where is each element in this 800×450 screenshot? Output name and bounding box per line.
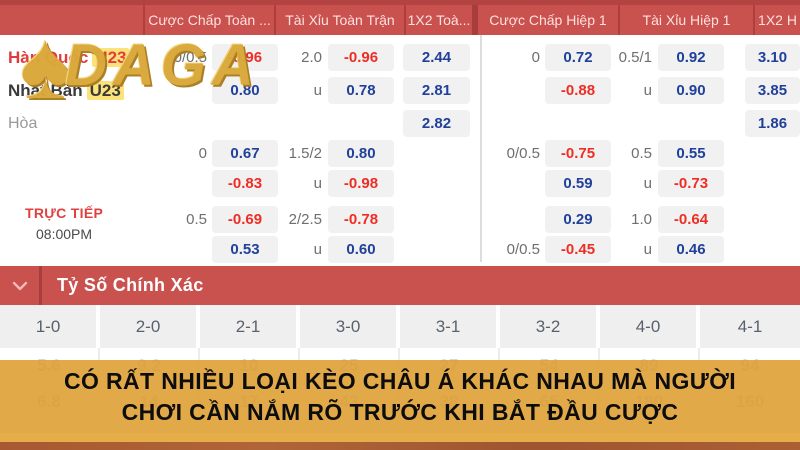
score-column: 3-1 (400, 305, 500, 348)
banner-bottom-strip (0, 433, 800, 442)
section-divider (480, 35, 482, 262)
odds-cell[interactable]: 0.72 (545, 44, 611, 71)
score-column: 2-1 (200, 305, 300, 348)
correct-score-section-bar[interactable]: Tỷ Số Chính Xác (0, 266, 800, 305)
header-1x2-firsthalf: 1X2 H (758, 12, 797, 28)
odds-cell[interactable]: 0.67 (212, 140, 278, 167)
away-team-name: Nhật Bản (8, 81, 83, 100)
score-columns-header: 1-0 2-0 2-1 3-0 3-1 3-2 4-0 4-1 (0, 305, 800, 348)
handicap-value: 1.5/2 (288, 145, 322, 162)
header-overunder-firsthalf: Tài Xỉu Hiệp 1 (620, 5, 755, 35)
header-overunder-fulltime: Tài Xỉu Toàn Trận (276, 5, 406, 35)
odds-cell[interactable]: -0.73 (658, 170, 724, 197)
handicap-value: 0 (531, 49, 540, 66)
live-badge: TRỰC TIẾP (25, 205, 104, 221)
odds-cell[interactable]: 0.60 (328, 236, 394, 263)
handicap-value: u (313, 241, 322, 258)
handicap-value: 0/0.5 (506, 145, 540, 162)
odds-cell[interactable]: -0.88 (545, 77, 611, 104)
handicap-value: 2.0 (301, 49, 322, 66)
odds-cell[interactable]: -0.83 (212, 170, 278, 197)
score-column: 3-2 (500, 305, 600, 348)
score-column: 1-0 (0, 305, 100, 348)
score-column: 2-0 (100, 305, 200, 348)
away-team-age-tag: U23 (86, 81, 124, 100)
away-team-label: Nhật Bản U23 (8, 77, 124, 104)
odds-cell[interactable]: -0.98 (328, 170, 394, 197)
odds-cell[interactable]: -0.64 (658, 206, 724, 233)
odds-cell[interactable]: 2.82 (403, 110, 470, 137)
odds-cell[interactable]: -0.45 (545, 236, 611, 263)
header-handicap-firsthalf: Cược Chấp Hiệp 1 (478, 5, 620, 35)
score-column: 4-0 (600, 305, 700, 348)
odds-cell[interactable]: 3.10 (745, 44, 800, 71)
odds-cell[interactable]: -0.69 (212, 206, 278, 233)
handicap-value: 0.5 (186, 211, 207, 228)
odds-cell[interactable]: -0.96 (212, 44, 278, 71)
header-spacer (0, 5, 145, 35)
handicap-value: u (313, 175, 322, 192)
handicap-value: u (643, 175, 652, 192)
odds-cell[interactable]: 3.85 (745, 77, 800, 104)
home-team-name: Hàn Quốc (8, 48, 89, 67)
promo-banner-line1: CÓ RẤT NHIỀU LOẠI KÈO CHÂU Á KHÁC NHAU M… (63, 367, 737, 394)
odds-cell[interactable]: 0.92 (658, 44, 724, 71)
handicap-value: u (313, 82, 322, 99)
header-1x2-fulltime: 1X2 Toà... (406, 5, 478, 35)
correct-score-title: Tỷ Số Chính Xác (57, 275, 204, 295)
odds-cell[interactable]: 0.90 (658, 77, 724, 104)
odds-cell[interactable]: -0.96 (328, 44, 394, 71)
odds-cell[interactable]: 0.55 (658, 140, 724, 167)
odds-cell[interactable]: 1.86 (745, 110, 800, 137)
odds-cell[interactable]: -0.78 (328, 206, 394, 233)
kickoff-time: 08:00PM (36, 226, 93, 242)
odds-header-bar: Cược Chấp Toàn ... Tài Xỉu Toàn Trận 1X2… (0, 0, 800, 35)
handicap-value: 0/0.5 (173, 49, 207, 66)
draw-label: Hòa (8, 115, 38, 132)
odds-cell[interactable]: 0.29 (545, 206, 611, 233)
odds-cell[interactable]: 0.46 (658, 236, 724, 263)
home-team-label: Hàn Quốc U23 (8, 44, 130, 71)
score-column: 3-0 (300, 305, 400, 348)
handicap-value: 1.0 (631, 211, 652, 228)
odds-cell[interactable]: -0.75 (545, 140, 611, 167)
home-team-age-tag: U23 (92, 48, 130, 67)
handicap-value: 0 (198, 145, 207, 162)
handicap-value: u (643, 241, 652, 258)
odds-cell[interactable]: 0.80 (212, 77, 278, 104)
odds-cell[interactable]: 2.44 (403, 44, 470, 71)
handicap-value: 0.5/1 (618, 49, 652, 66)
odds-cell[interactable]: 0.53 (212, 236, 278, 263)
handicap-value: u (643, 82, 652, 99)
chevron-down-icon[interactable] (0, 266, 42, 305)
header-handicap-fulltime: Cược Chấp Toàn ... (145, 5, 276, 35)
handicap-value: 0/0.5 (506, 241, 540, 258)
score-column: 4-1 (700, 305, 800, 348)
banner-shadow-strip (0, 442, 800, 450)
handicap-value: 0.5 (631, 145, 652, 162)
odds-cell[interactable]: 2.81 (403, 77, 470, 104)
handicap-value: 2/2.5 (288, 211, 322, 228)
odds-cell[interactable]: 0.80 (328, 140, 394, 167)
odds-cell[interactable]: 0.59 (545, 170, 611, 197)
odds-cell[interactable]: 0.78 (328, 77, 394, 104)
promo-banner: CÓ RẤT NHIỀU LOẠI KÈO CHÂU Á KHÁC NHAU M… (0, 360, 800, 433)
promo-banner-line2: CHƠI CẦN NẮM RÕ TRƯỚC KHI BẮT ĐẦU CƯỢC (121, 398, 679, 425)
